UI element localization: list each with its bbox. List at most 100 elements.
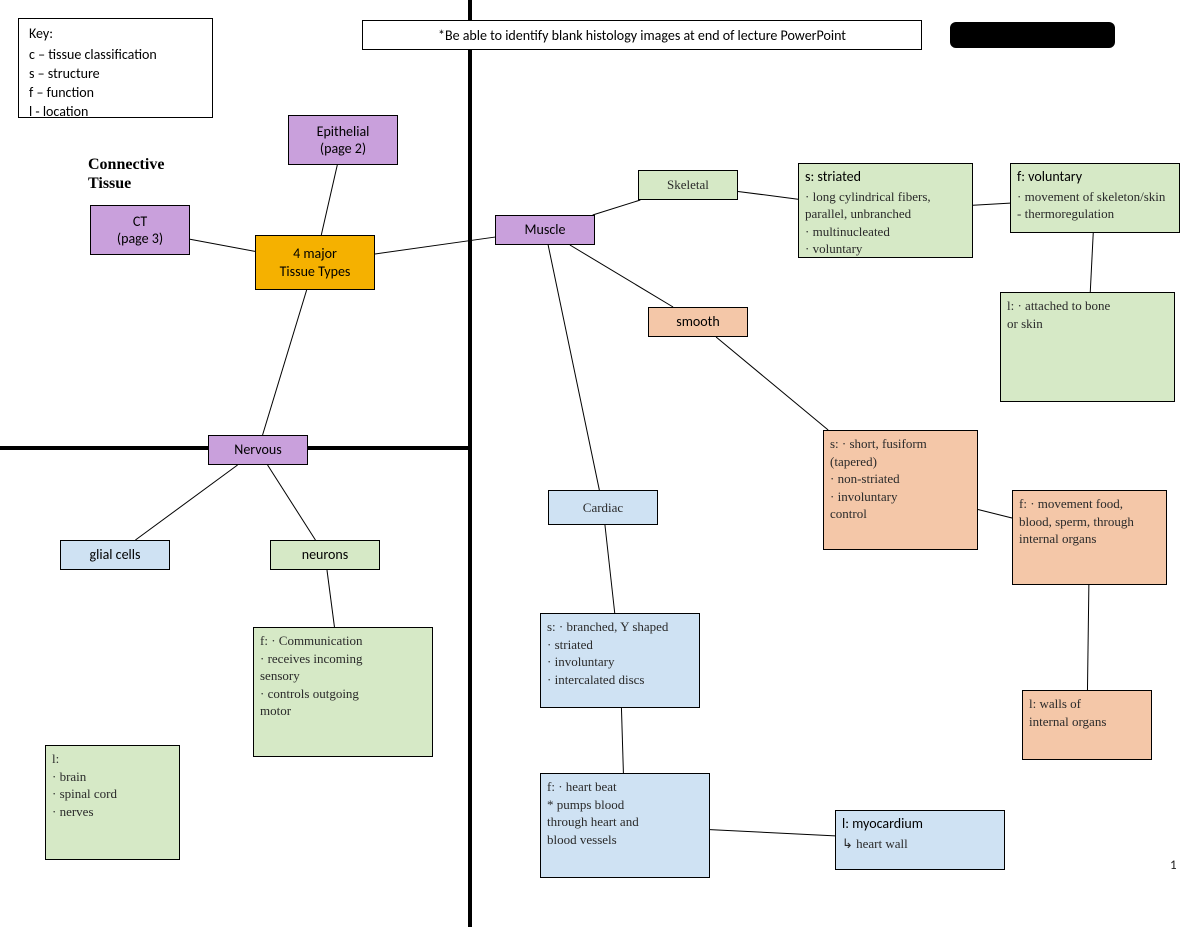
node-line: glial cells [90,546,141,564]
node-line: internal organs [1019,530,1096,548]
key-box: Key: c – tissue classification s – struc… [18,18,213,118]
edge-line [605,525,615,613]
node-line: (page 3) [117,230,163,248]
edge-line [593,200,641,215]
node-line: sensory [260,667,300,685]
node-line: blood, sperm, through [1019,513,1134,531]
node-card_s: s: · branched, Y shaped · striated · inv… [540,613,700,708]
annotation-connective: Connective Tissue [88,155,164,193]
node-skel_s: s: striated · long cylindrical fibers, pa… [798,163,973,258]
redaction-mark [950,22,1115,48]
key-line: f – function [29,84,202,103]
node-nervous: Nervous [208,435,308,465]
node-line: l: · attached to bone [1007,297,1110,315]
node-line: Epithelial [317,123,370,141]
node-line: ↳ heart wall [842,835,908,853]
edge-line [548,245,599,490]
node-line: * pumps blood [547,796,624,814]
edge-line [1087,585,1088,690]
node-line: through heart and [547,813,639,831]
node-head: s: striated [805,168,861,186]
edge-line [268,465,316,540]
node-line: (tapered) [830,453,877,471]
edge-line [327,570,334,627]
node-epithelial: Epithelial(page 2) [288,115,398,165]
node-line: f: · movement food, [1019,495,1123,513]
edge-line [135,465,237,540]
edge-line [321,165,337,235]
edge-line [716,337,828,430]
edge-line [190,239,255,251]
node-smooth_f: f: · movement food, blood, sperm, throug… [1012,490,1167,585]
node-line: l: walls of [1029,695,1081,713]
node-line: f: · Communication [260,632,363,650]
node-line: control [830,505,867,523]
note-banner: *Be able to identify blank histology ima… [362,20,922,50]
node-line: or skin [1007,315,1043,333]
node-card_l: l: myocardium ↳ heart wall [835,810,1005,870]
edge-line [263,290,307,435]
node-line: Skeletal [667,176,709,194]
node-line: · receives incoming [260,650,363,668]
key-line: l - location [29,103,202,122]
node-skel_f: f: voluntary· movement of skeleton/skin … [1010,163,1180,233]
node-smooth_s: s: · short, fusiform (tapered)· non-stri… [823,430,978,550]
node-line: · brain [52,768,86,786]
edge-line [375,237,495,254]
node-line: · involuntary [830,488,898,506]
node-skel_l: l: · attached to bone or skin [1000,292,1175,402]
node-head: l: myocardium [842,815,923,833]
edge-line [570,245,673,307]
node-head: f: voluntary [1017,168,1082,186]
edge-line [738,191,798,199]
annotation-connective-line2: Tissue [88,174,164,193]
node-line: Muscle [525,221,566,239]
node-line: - thermoregulation [1017,205,1114,223]
node-line: l: [52,750,59,768]
node-line: blood vessels [547,831,617,849]
node-nervous_l: l:· brain· spinal cord· nerves [45,745,180,860]
note-banner-text: *Be able to identify blank histology ima… [438,27,846,44]
node-line: s: · short, fusiform [830,435,927,453]
edge-line [1090,233,1093,292]
key-line: c – tissue classification [29,46,202,65]
node-line: · movement of skeleton/skin [1017,188,1165,206]
node-skeletal: Skeletal [638,170,738,200]
node-major: 4 majorTissue Types [255,235,375,290]
node-line: · multinucleated [805,223,890,241]
edge-line [621,708,623,773]
node-line: parallel, unbranched [805,205,911,223]
edge-line [978,509,1012,518]
node-muscle: Muscle [495,215,595,245]
node-cardiac: Cardiac [548,490,658,525]
node-line: · non-striated [830,470,900,488]
node-line: · involuntary [547,653,615,671]
node-neurons: neurons [270,540,380,570]
node-line: · voluntary [805,240,862,258]
node-line: 4 major [293,245,337,263]
edge-line [710,830,835,836]
annotation-connective-line1: Connective [88,155,164,174]
node-glial: glial cells [60,540,170,570]
node-line: · controls outgoing [260,685,359,703]
node-line: Nervous [234,441,281,459]
node-line: · intercalated discs [547,671,644,689]
node-line: neurons [302,546,349,564]
node-line: motor [260,702,291,720]
node-line: f: · heart beat [547,778,617,796]
node-line: (page 2) [320,140,366,158]
key-title: Key: [29,25,202,44]
node-line: CT [133,213,147,231]
node-line: · long cylindrical fibers, [805,188,931,206]
node-line: internal organs [1029,713,1106,731]
node-line: · nerves [52,803,94,821]
node-line: · striated [547,636,593,654]
node-ct: CT(page 3) [90,205,190,255]
node-line: Cardiac [583,499,623,517]
node-card_f: f: · heart beat* pumps blood through hea… [540,773,710,878]
node-line: s: · branched, Y shaped [547,618,668,636]
node-smooth: smooth [648,307,748,337]
edge-line [973,203,1010,205]
node-neurons_f: f: · Communication· receives incoming se… [253,627,433,757]
key-line: s – structure [29,65,202,84]
